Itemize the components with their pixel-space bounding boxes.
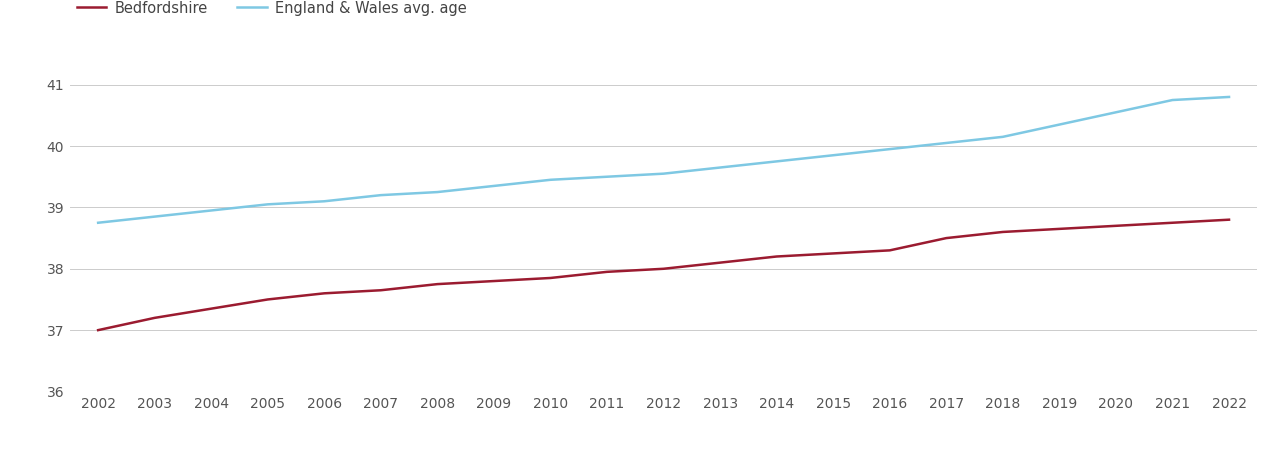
England & Wales avg. age (1109, 110, 1124, 115)
England & Wales avg. age (1165, 97, 1180, 103)
England & Wales avg. age (599, 174, 615, 180)
England & Wales avg. age (260, 202, 276, 207)
Bedfordshire (996, 229, 1011, 234)
Bedfordshire (655, 266, 671, 271)
England & Wales avg. age (1222, 94, 1237, 99)
England & Wales avg. age (373, 193, 389, 198)
Bedfordshire (1109, 223, 1124, 229)
England & Wales avg. age (1052, 122, 1067, 127)
England & Wales avg. age (486, 183, 502, 189)
England & Wales avg. age (429, 189, 444, 195)
Line: Bedfordshire: Bedfordshire (98, 220, 1229, 330)
Legend: Bedfordshire, England & Wales avg. age: Bedfordshire, England & Wales avg. age (77, 0, 467, 16)
Bedfordshire (1222, 217, 1237, 222)
Bedfordshire (429, 281, 444, 287)
England & Wales avg. age (147, 214, 163, 219)
Bedfordshire (1052, 226, 1067, 232)
Bedfordshire (1165, 220, 1180, 225)
Bedfordshire (147, 315, 163, 320)
Bedfordshire (542, 275, 558, 281)
Bedfordshire (203, 306, 218, 311)
England & Wales avg. age (883, 146, 898, 152)
Bedfordshire (826, 251, 841, 256)
England & Wales avg. age (90, 220, 105, 225)
England & Wales avg. age (542, 177, 558, 183)
Bedfordshire (599, 269, 615, 274)
England & Wales avg. age (826, 153, 841, 158)
Bedfordshire (770, 254, 785, 259)
England & Wales avg. age (655, 171, 671, 176)
Bedfordshire (939, 235, 954, 241)
England & Wales avg. age (203, 208, 218, 213)
Line: England & Wales avg. age: England & Wales avg. age (98, 97, 1229, 223)
Bedfordshire (260, 297, 276, 302)
England & Wales avg. age (996, 134, 1011, 140)
England & Wales avg. age (712, 165, 728, 170)
Bedfordshire (712, 260, 728, 265)
England & Wales avg. age (939, 140, 954, 146)
Bedfordshire (373, 288, 389, 293)
Bedfordshire (883, 248, 898, 253)
Bedfordshire (90, 328, 105, 333)
England & Wales avg. age (316, 198, 331, 204)
Bedfordshire (316, 291, 331, 296)
Bedfordshire (486, 279, 502, 284)
England & Wales avg. age (770, 159, 785, 164)
